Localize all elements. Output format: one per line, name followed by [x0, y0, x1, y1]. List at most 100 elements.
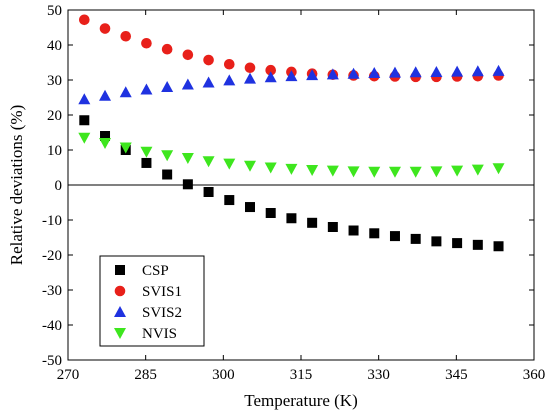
csp-point: [79, 115, 90, 126]
svis2-point: [306, 69, 319, 81]
csp-point: [182, 179, 193, 190]
svis2-point: [430, 65, 443, 77]
y-tick-label: 40: [47, 38, 62, 54]
nvis-point: [471, 164, 484, 176]
nvis-point: [409, 166, 422, 178]
svis2-point: [161, 81, 174, 92]
nvis-point: [161, 150, 174, 162]
svis1-point: [120, 30, 132, 42]
y-tick-label: 20: [47, 108, 62, 124]
csp-point: [348, 225, 359, 236]
svis1-point: [79, 14, 90, 26]
svis2-point: [140, 83, 153, 95]
svis2-point: [451, 65, 464, 77]
y-tick-label: 0: [55, 178, 63, 194]
nvis-point: [140, 146, 153, 158]
svis1-point: [203, 54, 214, 66]
svis2-point: [264, 71, 277, 83]
legend-label-nvis: NVIS: [142, 326, 177, 342]
svis2-point: [368, 67, 381, 78]
svis2-point: [223, 74, 236, 86]
legend-marker-csp: [115, 265, 125, 275]
legend-marker-nvis: [114, 328, 126, 339]
csp-point: [452, 238, 463, 249]
nvis-point: [388, 166, 401, 178]
y-tick-label: -10: [42, 213, 62, 229]
csp-point: [472, 239, 483, 250]
y-tick-label: -20: [42, 248, 62, 264]
svis1-point: [99, 23, 111, 34]
nvis-point: [243, 160, 256, 172]
legend-marker-svis2: [114, 306, 126, 317]
legend-marker-svis1: [114, 285, 126, 297]
nvis-point: [223, 158, 236, 170]
csp-point: [369, 228, 380, 239]
y-tick-label: -30: [42, 283, 62, 299]
csp-point: [244, 202, 255, 213]
legend-label-csp: CSP: [142, 263, 169, 279]
x-tick-label: 270: [57, 367, 80, 383]
svis2-point: [326, 68, 339, 80]
csp-point: [162, 169, 173, 180]
svis1-point: [141, 37, 152, 49]
y-tick-label: 10: [47, 143, 62, 159]
y-tick-label: -40: [42, 318, 62, 334]
nvis-point: [306, 164, 319, 176]
x-tick-label: 285: [134, 367, 157, 383]
svis2-point: [181, 78, 194, 90]
svis1-point: [161, 43, 173, 55]
csp-point: [493, 241, 504, 252]
legend-label-svis1: SVIS1: [142, 284, 182, 300]
y-axis-title: Relative deviations (%): [7, 105, 26, 266]
nvis-point: [285, 163, 298, 175]
x-tick-label: 330: [367, 367, 390, 383]
nvis-point: [326, 165, 339, 177]
x-tick-label: 315: [290, 367, 313, 383]
svis2-point: [285, 70, 298, 82]
svis2-point: [243, 72, 256, 84]
csp-point: [141, 157, 152, 168]
csp-point: [286, 213, 297, 224]
nvis-point: [264, 162, 277, 174]
csp-point: [265, 208, 276, 218]
nvis-point: [492, 163, 505, 175]
x-tick-label: 345: [445, 367, 468, 383]
nvis-point: [78, 132, 91, 144]
svis2-point: [119, 86, 132, 98]
svis2-point: [202, 76, 215, 88]
svis1-point: [182, 49, 194, 61]
nvis-point: [99, 138, 112, 149]
csp-point: [389, 231, 400, 242]
csp-point: [327, 222, 338, 232]
nvis-point: [119, 142, 132, 154]
csp-point: [307, 217, 318, 228]
svis1-point: [244, 62, 256, 74]
legend-label-svis2: SVIS2: [142, 305, 182, 321]
csp-point: [410, 233, 421, 244]
svis1-point: [265, 64, 277, 76]
nvis-point: [202, 156, 215, 168]
legend: CSP SVIS1 SVIS2 NVIS: [99, 255, 205, 347]
svis2-point: [492, 64, 505, 76]
svis2-point: [78, 93, 91, 105]
svis2-point: [99, 89, 112, 101]
svis1-point: [223, 58, 235, 70]
svis2-point: [347, 67, 360, 79]
nvis-point: [430, 166, 443, 178]
csp-point: [431, 236, 442, 247]
x-axis-title: Temperature (K): [244, 391, 358, 410]
y-tick-label: 30: [47, 73, 62, 89]
nvis-point: [451, 165, 464, 177]
svis2-point: [409, 66, 422, 78]
nvis-point: [347, 166, 360, 178]
y-tick-label: 50: [47, 3, 62, 19]
x-tick-label: 360: [523, 367, 546, 383]
svis2-point: [388, 66, 401, 78]
csp-point: [224, 195, 235, 206]
csp-point: [100, 131, 111, 141]
svis2-point: [471, 65, 484, 77]
csp-point: [203, 187, 214, 197]
nvis-point: [181, 153, 194, 165]
x-tick-label: 300: [212, 367, 235, 383]
